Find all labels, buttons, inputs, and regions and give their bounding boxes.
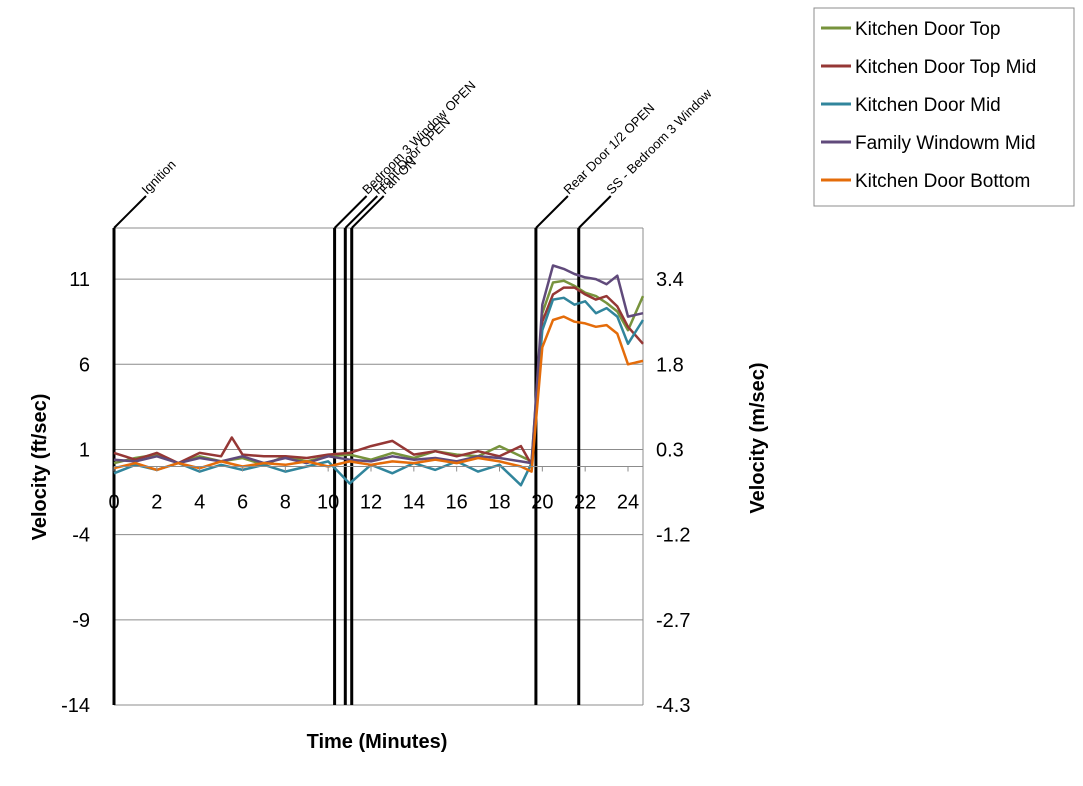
axes: 11 3.46 1.81 0.3-4 -1.2-9 -2.7-14 -4.30 2 4 6 8 10 1… bbox=[61, 269, 690, 717]
x-tick-label: 14 bbox=[403, 492, 425, 514]
event-leader bbox=[535, 195, 569, 229]
series-line bbox=[113, 279, 645, 467]
x-tick-label: 6 bbox=[237, 492, 248, 514]
x-tick-label: 16 bbox=[446, 492, 468, 514]
y-axis-right-title: Velocity (m/sec) bbox=[747, 362, 769, 513]
x-tick-label: 24 bbox=[617, 492, 639, 514]
series-line bbox=[113, 286, 644, 467]
x-axis-title: Time (Minutes) bbox=[307, 731, 448, 753]
gridlines bbox=[114, 227, 644, 706]
event-leader bbox=[351, 195, 385, 229]
y-left-tick-label: -14 bbox=[61, 695, 90, 717]
x-tick-label: 22 bbox=[574, 492, 596, 514]
x-tick-label: 0 bbox=[108, 492, 119, 514]
legend: Kitchen Door Top Kitchen Door Top Mid Kitc… bbox=[813, 7, 1075, 207]
legend-label: Kitchen Door Mid bbox=[855, 95, 1001, 116]
y-axis-left-title: Velocity (ft/sec) bbox=[29, 394, 51, 541]
series-line bbox=[113, 315, 644, 473]
event-leader bbox=[333, 195, 368, 229]
legend-box bbox=[813, 7, 1075, 207]
x-tick-label: 18 bbox=[488, 492, 510, 514]
event-leader bbox=[344, 195, 379, 229]
y-right-tick-label: -1.2 bbox=[656, 525, 690, 547]
legend-label: Kitchen Door Bottom bbox=[855, 171, 1030, 192]
data-series bbox=[113, 264, 645, 487]
y-left-tick-label: 1 bbox=[79, 439, 90, 461]
event-label: Ignition bbox=[139, 157, 179, 197]
x-tick-label: 2 bbox=[151, 492, 162, 514]
x-tick-label: 4 bbox=[194, 492, 205, 514]
legend-label: Kitchen Door Top Mid bbox=[855, 57, 1036, 78]
y-right-tick-label: -4.3 bbox=[656, 695, 690, 717]
series-line bbox=[113, 296, 645, 487]
y-right-tick-label: 0.3 bbox=[656, 439, 684, 461]
x-tick-label: 10 bbox=[317, 492, 339, 514]
y-right-tick-label: -2.7 bbox=[656, 610, 690, 632]
x-tick-label: 8 bbox=[280, 492, 291, 514]
y-left-tick-label: -9 bbox=[72, 610, 90, 632]
legend-label: Kitchen Door Top bbox=[855, 19, 1000, 40]
y-left-tick-label: -4 bbox=[72, 525, 90, 547]
y-right-tick-label: 1.8 bbox=[656, 354, 684, 376]
x-tick-label: 20 bbox=[531, 492, 553, 514]
legend-label: Family Windowm Mid bbox=[855, 133, 1036, 154]
event-leader bbox=[113, 195, 147, 229]
event-leader bbox=[578, 195, 612, 229]
x-tick-label: 12 bbox=[360, 492, 382, 514]
y-left-tick-label: 11 bbox=[69, 269, 90, 291]
y-left-tick-label: 6 bbox=[79, 354, 90, 376]
y-right-tick-label: 3.4 bbox=[656, 269, 684, 291]
